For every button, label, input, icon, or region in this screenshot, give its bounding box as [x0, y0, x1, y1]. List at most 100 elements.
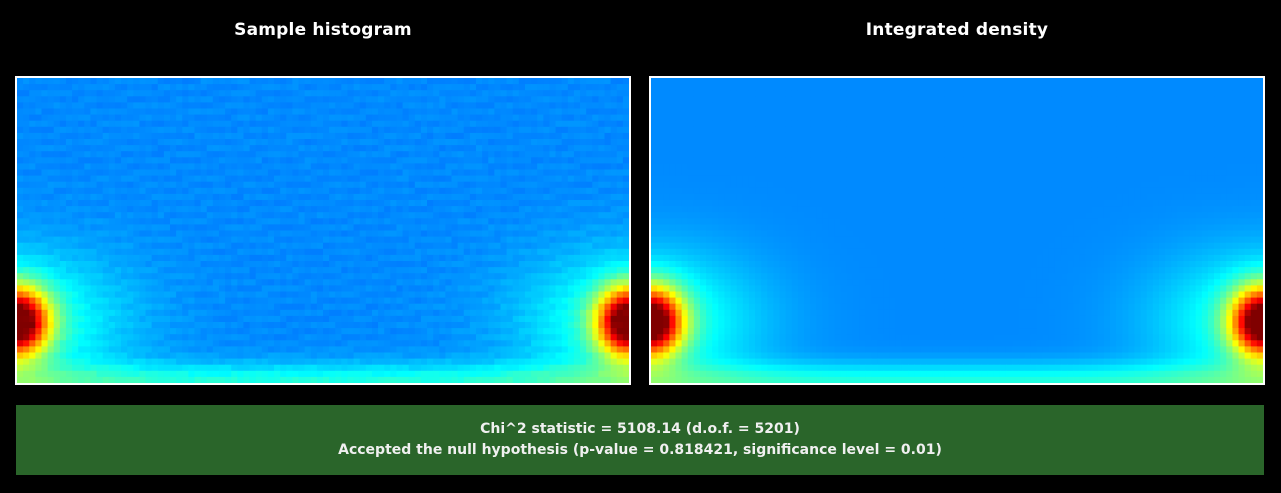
heatmap-cell [41, 346, 49, 354]
heatmap-cell [212, 218, 220, 225]
heatmap-cell [408, 285, 416, 293]
heatmap-cell [17, 163, 24, 171]
heatmap-cell [133, 285, 140, 293]
heatmap-cell [451, 132, 459, 140]
heatmap-cell [427, 90, 434, 97]
heatmap-cell [433, 157, 440, 164]
heatmap-cell [243, 200, 251, 207]
heatmap-cell [47, 236, 55, 244]
heatmap-cell [494, 187, 502, 195]
heatmap-cell [420, 169, 428, 177]
heatmap-cell [231, 78, 238, 85]
heatmap-cell [347, 279, 355, 286]
heatmap-cell [255, 334, 263, 341]
heatmap-cell [427, 145, 434, 152]
heatmap-cell [145, 206, 153, 213]
heatmap-cell [35, 248, 43, 256]
heatmap-cell [114, 248, 122, 256]
heatmap-cell [365, 291, 373, 299]
heatmap-cell [23, 309, 30, 317]
heatmap-cell [420, 364, 428, 372]
heatmap-cell [255, 218, 263, 225]
heatmap-cell [469, 328, 477, 335]
heatmap-cell [96, 212, 104, 219]
heatmap-cell [316, 322, 324, 329]
heatmap-cell [439, 193, 446, 201]
heatmap-cell [396, 90, 404, 97]
heatmap-cell [200, 169, 208, 177]
heatmap-cell [188, 206, 196, 213]
heatmap-cell [451, 187, 459, 195]
heatmap-cell [206, 261, 214, 268]
heatmap-cell [402, 193, 410, 201]
heatmap-cell [225, 242, 232, 250]
heatmap-cell [29, 206, 36, 213]
heatmap-cell [17, 175, 24, 183]
heatmap-cell [598, 145, 606, 152]
heatmap-cell [592, 309, 599, 317]
heatmap-cell [225, 254, 232, 262]
heatmap-cell [463, 322, 471, 329]
heatmap-cell [274, 297, 281, 305]
heatmap-cell [157, 200, 165, 207]
heatmap-cell [586, 200, 593, 207]
heatmap-cell [439, 157, 446, 164]
heatmap-cell [463, 200, 471, 207]
heatmap-cell [549, 126, 557, 134]
heatmap-cell [127, 218, 134, 225]
heatmap-cell [408, 218, 416, 225]
heatmap-cell [494, 376, 502, 383]
heatmap-cell [445, 315, 453, 323]
heatmap-cell [72, 181, 79, 189]
heatmap-cell [59, 132, 67, 140]
heatmap-cell [512, 248, 520, 256]
heatmap-cell [494, 206, 502, 213]
heatmap-cell [482, 84, 489, 91]
heatmap-cell [445, 261, 453, 268]
heatmap-cell [176, 364, 183, 372]
heatmap-cell [359, 187, 367, 195]
heatmap-cell [200, 285, 208, 293]
heatmap-cell [555, 157, 563, 164]
heatmap-cell [433, 175, 440, 183]
heatmap-cell [549, 151, 557, 158]
heatmap-cell [396, 334, 404, 341]
heatmap-cell [555, 340, 563, 347]
heatmap-cell [488, 132, 495, 140]
heatmap-cell [194, 96, 202, 103]
heatmap-cell [439, 352, 446, 360]
heatmap-cell [163, 230, 171, 238]
heatmap-cell [304, 139, 312, 146]
heatmap-cell [524, 132, 532, 140]
heatmap-cell [17, 248, 24, 256]
heatmap-cell [188, 120, 196, 128]
heatmap-cell [408, 96, 416, 103]
heatmap-cell [500, 315, 508, 323]
heatmap-cell [494, 193, 502, 201]
heatmap-cell [188, 102, 196, 110]
heatmap-cell [298, 364, 306, 372]
heatmap-cell [371, 206, 379, 213]
heatmap-cell [200, 120, 208, 128]
heatmap-cell [102, 126, 110, 134]
heatmap-cell [176, 303, 183, 311]
heatmap-cell [561, 78, 569, 85]
heatmap-cell [433, 145, 440, 152]
heatmap-cell [512, 285, 520, 293]
heatmap-cell [200, 242, 208, 250]
heatmap-cell [414, 108, 422, 116]
heatmap-cell [506, 340, 514, 347]
heatmap-cell [384, 370, 391, 378]
heatmap-cell [500, 370, 508, 378]
heatmap-cell [280, 334, 287, 341]
heatmap-cell [604, 126, 612, 134]
heatmap-cell [261, 370, 269, 378]
heatmap-cell [580, 145, 587, 152]
heatmap-cell [531, 200, 538, 207]
heatmap-cell [267, 273, 275, 280]
heatmap-cell [567, 108, 575, 116]
heatmap-cell [549, 163, 557, 171]
heatmap-cell [371, 157, 379, 164]
heatmap-cell [114, 169, 122, 177]
heatmap-cell [72, 328, 79, 335]
